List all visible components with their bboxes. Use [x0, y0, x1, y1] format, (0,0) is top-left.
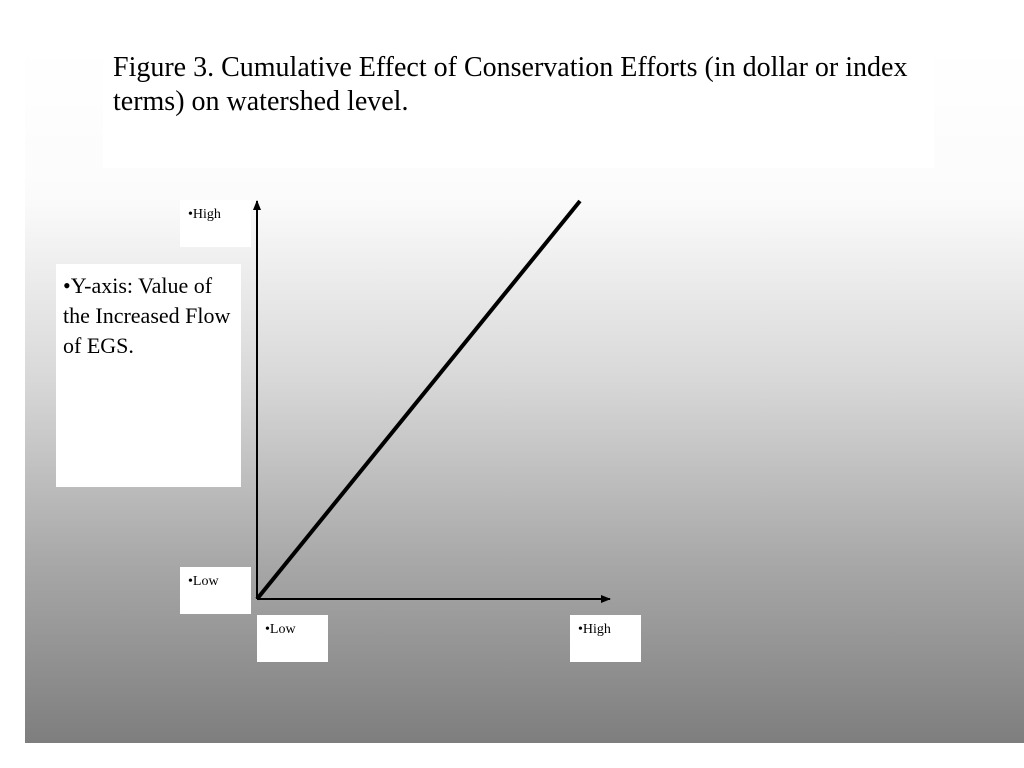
x-tick-low-box: •Low: [257, 615, 328, 662]
x-tick-high-label: •High: [578, 622, 611, 637]
y-tick-high-box: •High: [180, 200, 251, 247]
y-tick-low-box: •Low: [180, 567, 251, 614]
y-axis-description: •Y-axis: Value of the Increased Flow of …: [63, 273, 231, 358]
x-tick-high-box: •High: [570, 615, 641, 662]
y-tick-low-label: •Low: [188, 574, 219, 589]
y-axis-description-box: •Y-axis: Value of the Increased Flow of …: [56, 264, 241, 487]
x-tick-low-label: •Low: [265, 622, 296, 637]
figure-title: Figure 3. Cumulative Effect of Conservat…: [113, 52, 908, 117]
series-layer: [255, 199, 582, 601]
y-tick-high-label: •High: [188, 207, 221, 222]
series-line-0: [255, 199, 582, 601]
figure-title-box: Figure 3. Cumulative Effect of Conservat…: [103, 45, 934, 168]
